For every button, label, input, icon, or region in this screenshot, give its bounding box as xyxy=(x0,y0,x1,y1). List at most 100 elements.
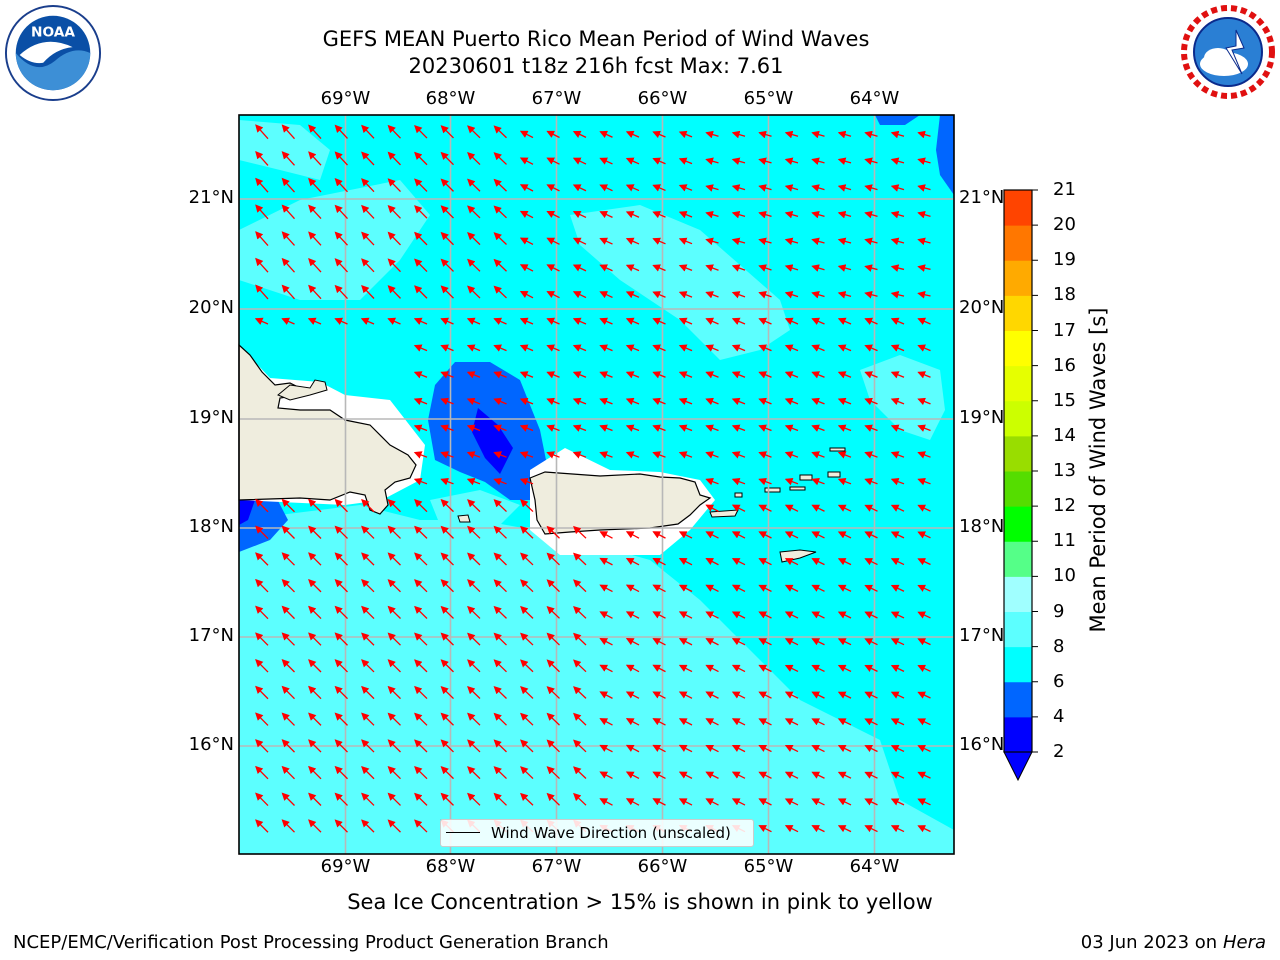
wind-wave-direction-arrow xyxy=(890,424,905,432)
vector-legend: Wind Wave Direction (unscaled) xyxy=(440,819,754,847)
wind-wave-direction-arrow xyxy=(811,638,825,646)
wind-wave-direction-arrow xyxy=(917,584,931,592)
wind-wave-direction-arrow xyxy=(255,792,269,807)
wind-wave-direction-arrow xyxy=(731,237,746,246)
wind-wave-direction-arrow xyxy=(281,498,295,513)
wind-wave-direction-arrow xyxy=(387,605,401,619)
wind-wave-direction-arrow xyxy=(731,264,746,272)
wind-wave-direction-arrow xyxy=(493,285,507,299)
wind-wave-direction-arrow xyxy=(758,825,772,833)
wind-wave-direction-arrow xyxy=(917,664,931,672)
wind-wave-direction-arrow xyxy=(917,771,931,779)
wind-wave-direction-arrow xyxy=(705,504,719,512)
wind-wave-direction-arrow xyxy=(440,344,454,352)
wind-wave-direction-arrow xyxy=(440,371,454,379)
wind-wave-direction-arrow xyxy=(731,531,746,539)
wind-wave-direction-arrow xyxy=(837,638,852,646)
wind-wave-direction-arrow xyxy=(678,397,693,406)
wind-wave-direction-arrow xyxy=(493,659,507,673)
wind-wave-direction-arrow xyxy=(890,718,905,726)
wind-wave-direction-arrow xyxy=(308,284,322,300)
wind-wave-direction-arrow xyxy=(625,691,640,699)
wind-wave-direction-arrow xyxy=(678,664,693,673)
wind-wave-direction-arrow xyxy=(255,739,269,753)
colorbar-band xyxy=(1004,576,1032,612)
wind-wave-direction-arrow xyxy=(599,344,613,352)
wind-wave-direction-arrow xyxy=(414,525,428,539)
wind-wave-direction-arrow xyxy=(281,177,295,193)
wind-wave-direction-arrow xyxy=(731,317,746,325)
wind-wave-direction-arrow xyxy=(599,397,613,406)
wind-wave-direction-arrow xyxy=(467,285,481,299)
wind-wave-direction-arrow xyxy=(837,397,852,406)
wind-wave-direction-arrow xyxy=(625,184,640,192)
wind-wave-direction-arrow xyxy=(837,424,852,432)
wind-wave-direction-arrow xyxy=(784,584,799,592)
colorbar-band xyxy=(1004,295,1032,331)
wind-wave-direction-arrow xyxy=(705,558,719,566)
latitude-label: 18°N xyxy=(959,516,1005,537)
wind-wave-direction-arrow xyxy=(466,371,481,379)
wind-wave-direction-arrow xyxy=(758,371,772,379)
wind-wave-direction-arrow xyxy=(361,792,375,806)
wind-wave-direction-arrow xyxy=(519,397,534,406)
wind-wave-direction-arrow xyxy=(678,531,693,539)
wind-wave-direction-arrow xyxy=(573,632,587,646)
wind-wave-direction-arrow xyxy=(890,825,905,833)
wind-wave-direction-arrow xyxy=(308,177,322,193)
wind-wave-direction-arrow xyxy=(837,291,852,299)
wind-wave-direction-arrow xyxy=(255,284,269,300)
wind-wave-direction-arrow xyxy=(811,184,825,192)
wind-wave-direction-arrow xyxy=(493,632,507,646)
wind-wave-direction-arrow xyxy=(361,739,375,753)
wind-wave-direction-arrow xyxy=(811,477,825,486)
wind-wave-direction-arrow xyxy=(573,712,587,726)
wind-wave-direction-arrow xyxy=(837,451,852,459)
wind-wave-direction-arrow xyxy=(837,184,852,192)
wind-wave-direction-arrow xyxy=(308,605,322,620)
wind-wave-direction-arrow xyxy=(493,525,507,539)
wind-wave-direction-arrow xyxy=(254,317,269,325)
wind-wave-direction-arrow xyxy=(413,424,428,432)
wind-wave-direction-arrow xyxy=(414,579,428,593)
wind-wave-direction-arrow xyxy=(705,451,719,459)
wind-wave-direction-arrow xyxy=(758,424,772,432)
colorbar-band xyxy=(1004,646,1032,683)
wind-wave-direction-arrow xyxy=(811,397,825,406)
wind-wave-direction-arrow xyxy=(599,771,613,780)
wind-wave-direction-arrow xyxy=(758,611,772,619)
wind-wave-direction-arrow xyxy=(625,291,640,299)
wind-wave-direction-arrow xyxy=(599,691,613,699)
wind-wave-direction-arrow xyxy=(334,258,348,273)
wind-wave-direction-arrow xyxy=(467,552,481,566)
wind-wave-direction-arrow xyxy=(281,792,295,806)
wind-wave-direction-arrow xyxy=(837,477,852,486)
wind-wave-direction-arrow xyxy=(467,125,481,139)
colorbar-tick-label: 8 xyxy=(1053,635,1065,657)
wind-wave-direction-arrow xyxy=(864,558,878,566)
wind-wave-direction-arrow xyxy=(705,798,719,806)
wind-wave-direction-arrow xyxy=(731,424,746,432)
wind-wave-direction-arrow xyxy=(784,718,799,726)
wind-wave-direction-arrow xyxy=(811,584,825,592)
period-under-2s-region xyxy=(239,500,255,525)
colorbar-tick-label: 19 xyxy=(1053,249,1076,271)
wind-wave-direction-arrow xyxy=(467,579,481,593)
wind-wave-direction-arrow xyxy=(440,397,454,406)
wind-wave-direction-arrow xyxy=(414,552,428,566)
wind-wave-direction-arrow xyxy=(281,204,295,220)
wind-wave-direction-arrow xyxy=(625,557,640,566)
virgin-islands-land xyxy=(789,486,806,491)
wind-wave-direction-arrow xyxy=(705,291,719,299)
wind-wave-direction-arrow xyxy=(625,211,640,219)
wind-wave-direction-arrow xyxy=(361,765,375,780)
wind-wave-direction-arrow xyxy=(811,798,825,806)
wind-wave-direction-arrow xyxy=(281,578,295,593)
wind-wave-direction-arrow xyxy=(414,258,428,273)
wind-wave-direction-arrow xyxy=(334,231,348,246)
wind-wave-direction-arrow xyxy=(520,632,534,646)
wind-wave-direction-arrow xyxy=(652,184,666,192)
wind-wave-direction-arrow xyxy=(360,317,375,325)
wind-wave-direction-arrow xyxy=(864,130,878,139)
wind-wave-direction-arrow xyxy=(519,290,534,299)
